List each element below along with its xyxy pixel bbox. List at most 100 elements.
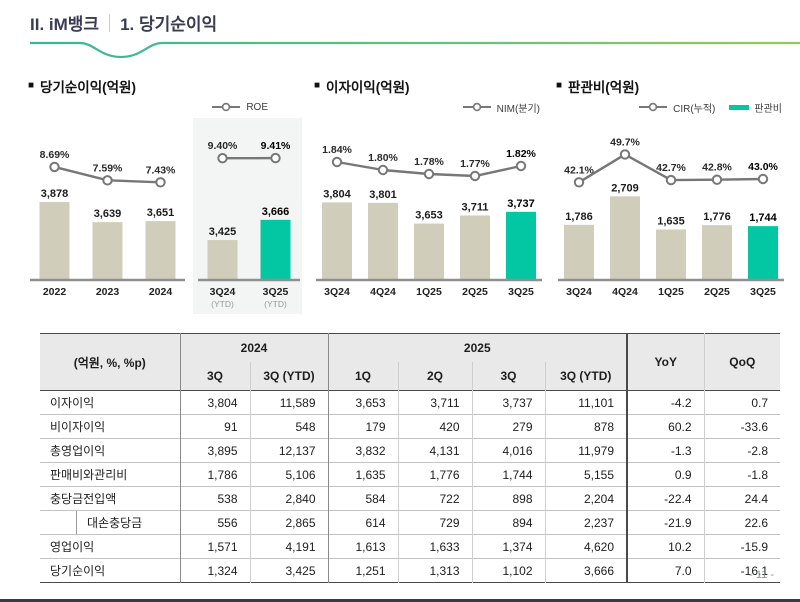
line-marker-icon — [462, 102, 491, 112]
cell: 4,191 — [249, 534, 329, 559]
chart-label: 9.40% — [208, 140, 238, 152]
table-quarter-header: 3Q (YTD) — [544, 362, 628, 391]
chart-label: 42.8% — [702, 162, 732, 174]
cell: 3,653 — [327, 390, 399, 415]
line-point — [665, 174, 677, 186]
charts-row: ■ 당기순이익(억원) ROE 3,878 2022 8.69% 3,639 2023 7… — [0, 76, 800, 319]
chart-label: 42.1% — [564, 164, 594, 176]
table-quarter-header: 3Q (YTD) — [249, 362, 329, 391]
table-row: 판매비와관리비 1,786 5,106 1,635 1,776 1,744 5,155 0.9… — [40, 462, 781, 487]
bar-1Q25 — [656, 229, 686, 280]
cell: 179 — [327, 414, 399, 439]
chart-label: 3Q25 — [508, 286, 534, 298]
line-point — [217, 153, 228, 164]
line-point — [619, 149, 631, 160]
cell: 1,102 — [471, 558, 546, 583]
bar-3Q25 — [260, 219, 291, 280]
chart-label: 7.59% — [93, 162, 123, 174]
chart-label: 2022 — [43, 286, 67, 298]
cell: 3,804 — [179, 390, 250, 415]
title-underline — [30, 40, 800, 62]
cell: 898 — [471, 486, 546, 511]
chart-label: 43.0% — [748, 161, 778, 173]
title-section: II. iM뱅크 — [30, 15, 100, 34]
chart-title-text: 판관비(억원) — [568, 80, 640, 95]
chart-label: 1,786 — [565, 211, 593, 223]
cell: 4,016 — [471, 438, 546, 463]
chart-label: (YTD) — [211, 299, 234, 309]
chart-label: 3,425 — [209, 226, 237, 238]
cell: 1,324 — [179, 558, 250, 583]
chart-label: 1Q25 — [416, 286, 442, 298]
line-point — [331, 156, 343, 168]
chart-label: 42.7% — [656, 162, 686, 174]
table-year-header-2025: 2025 — [327, 333, 628, 362]
highlight-panel — [193, 118, 305, 314]
title-divider — [109, 13, 111, 32]
cell: 1,613 — [327, 534, 399, 559]
chart-label: 49.7% — [610, 136, 640, 148]
line-point — [469, 170, 481, 182]
cell: 3,832 — [327, 438, 399, 463]
bar-4Q24 — [610, 196, 640, 280]
line-point — [155, 177, 166, 188]
cell: 1,744 — [471, 462, 546, 487]
cell: 2,865 — [249, 510, 329, 535]
chart-title-text: 당기순이익(억원) — [40, 80, 136, 95]
line-point — [377, 164, 389, 176]
chart-label: 1.82% — [506, 148, 536, 160]
legend-label: 판관비 — [754, 103, 782, 115]
row-label: 이자이익 — [50, 396, 95, 410]
cell: 22.6 — [703, 510, 781, 535]
chart-label: 2023 — [96, 286, 120, 298]
cell: 1,635 — [327, 462, 399, 487]
chart-label: 3Q25 — [750, 286, 776, 298]
bar-2022 — [39, 202, 70, 280]
chart-legend-interest-income: NIM(분기) — [314, 98, 544, 116]
chart-legend-net-income: ROE — [28, 98, 302, 116]
chart-label: 8.69% — [40, 149, 70, 161]
financial-table: (억원, %, %p) 2024 2025 YoY QoQ 3Q 3Q (YTD… — [40, 333, 781, 583]
chart-label: 3,711 — [462, 201, 489, 213]
cell: 878 — [544, 414, 628, 439]
row-label-text: 대손충당금 — [87, 516, 143, 530]
table-row: 영업이익 1,571 4,191 1,613 1,633 1,374 4,620 10.2 -1… — [40, 534, 781, 559]
cell: 3,425 — [249, 558, 329, 583]
chart-label: 3,804 — [323, 188, 351, 200]
legend-item: ROE — [211, 102, 268, 113]
page-number: - 11 - — [749, 569, 774, 581]
table-row: 대손충당금 556 2,865 614 729 894 2,237 -21.9 22.6 — [40, 510, 781, 535]
cell: -1.3 — [626, 438, 705, 463]
cell: -33.6 — [703, 414, 781, 439]
title-subsection: 1. 당기순이익 — [120, 15, 218, 34]
table-row: 당기순이익 1,324 3,425 1,251 1,313 1,102 3,666 7.0 -1… — [40, 558, 781, 583]
cell: 556 — [179, 510, 250, 535]
cell: 279 — [471, 414, 546, 439]
bar-3Q25 — [506, 211, 536, 280]
cell: 2,840 — [249, 486, 329, 511]
cell: -4.2 — [626, 390, 705, 415]
chart-label: 3,878 — [41, 188, 69, 200]
chart-svg: 3,878 2022 8.69% 3,639 2023 7.59% 3,651 2024 7.4… — [30, 118, 305, 314]
cell: 0.7 — [703, 390, 781, 415]
cell: 1,633 — [397, 534, 473, 559]
bullet-square-icon: ■ — [314, 80, 321, 91]
cell: 538 — [179, 486, 250, 511]
chart-label: 4Q24 — [612, 286, 638, 298]
row-label: 총영업이익 — [50, 444, 106, 458]
cell: -15.9 — [703, 534, 781, 559]
legend-label: ROE — [246, 101, 268, 113]
line-point — [711, 174, 723, 185]
legend-item: NIM(분기) — [462, 100, 540, 115]
cell: 420 — [397, 414, 473, 439]
chart-label: 2Q25 — [462, 286, 488, 298]
cell: 60.2 — [626, 414, 705, 439]
legend-item: CIR(누적) — [638, 100, 715, 115]
cell: 3,666 — [544, 558, 628, 583]
row-label: 영업이익 — [50, 540, 95, 554]
line-point — [49, 161, 60, 173]
chart-label: 3Q24 — [324, 286, 350, 298]
legend-label: CIR(누적) — [673, 103, 716, 115]
cell: 1,571 — [179, 534, 250, 559]
bar-4Q24 — [368, 202, 398, 280]
